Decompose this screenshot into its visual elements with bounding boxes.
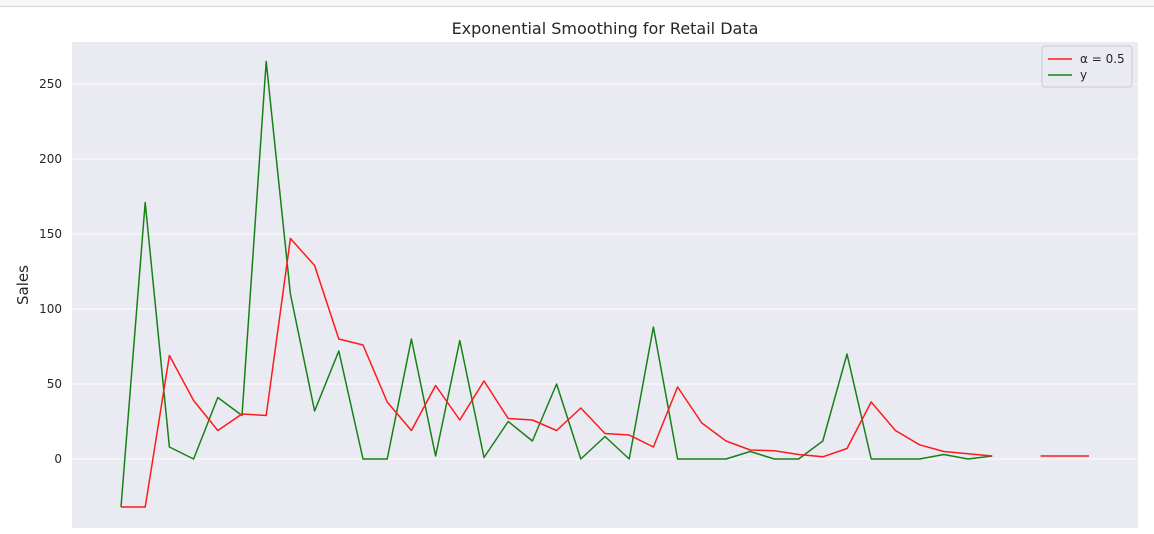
legend-label: α = 0.5 (1080, 52, 1125, 66)
y-tick-label: 200 (39, 152, 62, 166)
window-top-border (0, 0, 1154, 7)
y-tick-label: 100 (39, 302, 62, 316)
y-tick-labels: 0 50 100 150 200 250 (39, 77, 62, 466)
legend: α = 0.5 y (1041, 45, 1133, 88)
legend-label: y (1080, 68, 1087, 82)
plot-area (72, 42, 1138, 528)
y-tick-label: 250 (39, 77, 62, 91)
grid-lines (72, 83, 1138, 460)
chart-title: Exponential Smoothing for Retail Data (452, 19, 759, 38)
series-line (121, 237, 1089, 508)
y-tick-label: 150 (39, 227, 62, 241)
series-line (120, 60, 993, 508)
series-lines (120, 60, 1089, 508)
legend-frame (1041, 45, 1133, 88)
y-axis-label: Sales (14, 265, 32, 305)
y-tick-label: 0 (54, 452, 62, 466)
y-tick-label: 50 (47, 377, 62, 391)
